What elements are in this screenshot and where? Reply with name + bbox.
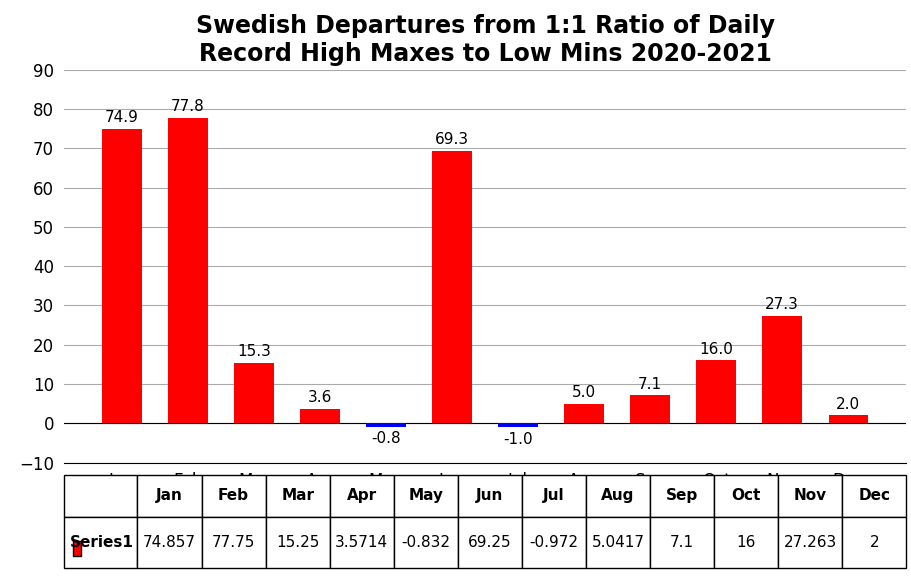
Bar xyxy=(458,475,522,517)
Bar xyxy=(366,423,406,427)
Text: 2: 2 xyxy=(870,535,879,550)
Text: 16.0: 16.0 xyxy=(700,342,733,357)
Bar xyxy=(778,517,843,568)
Bar xyxy=(102,129,142,423)
Text: Aug: Aug xyxy=(601,488,635,503)
Text: Mar: Mar xyxy=(281,488,314,503)
Bar xyxy=(138,475,201,517)
Bar xyxy=(458,517,522,568)
Bar xyxy=(330,517,394,568)
Bar xyxy=(266,475,330,517)
Text: 3.6: 3.6 xyxy=(308,390,333,405)
Bar xyxy=(564,404,604,423)
Bar xyxy=(169,118,208,423)
Text: 69.25: 69.25 xyxy=(468,535,512,550)
Bar xyxy=(650,517,714,568)
Text: Jan: Jan xyxy=(156,488,183,503)
Bar xyxy=(714,475,778,517)
Bar xyxy=(201,475,266,517)
Text: Apr: Apr xyxy=(347,488,377,503)
Text: 16: 16 xyxy=(737,535,756,550)
Bar xyxy=(394,517,458,568)
Bar xyxy=(522,517,586,568)
Text: 27.3: 27.3 xyxy=(765,298,799,312)
Bar xyxy=(778,475,843,517)
Text: 74.857: 74.857 xyxy=(143,535,196,550)
Bar xyxy=(234,364,274,423)
Text: Jul: Jul xyxy=(543,488,565,503)
Text: 77.8: 77.8 xyxy=(171,99,205,114)
Bar xyxy=(64,475,138,517)
Text: May: May xyxy=(408,488,444,503)
Text: -1.0: -1.0 xyxy=(503,432,533,447)
Text: 7.1: 7.1 xyxy=(670,535,694,550)
Bar xyxy=(498,423,537,427)
Bar xyxy=(394,475,458,517)
Bar xyxy=(433,151,472,423)
Text: -0.8: -0.8 xyxy=(372,432,401,447)
Text: Series1: Series1 xyxy=(70,535,134,550)
Text: Oct: Oct xyxy=(732,488,761,503)
Bar xyxy=(330,475,394,517)
Text: Nov: Nov xyxy=(793,488,827,503)
Text: 69.3: 69.3 xyxy=(435,132,469,147)
Text: Dec: Dec xyxy=(858,488,890,503)
Text: -0.832: -0.832 xyxy=(402,535,450,550)
Bar xyxy=(696,360,736,423)
Text: 74.9: 74.9 xyxy=(105,110,138,125)
Text: 5.0417: 5.0417 xyxy=(591,535,645,550)
Bar xyxy=(138,517,201,568)
Text: 7.1: 7.1 xyxy=(638,376,662,392)
Text: Jun: Jun xyxy=(476,488,504,503)
Text: 3.5714: 3.5714 xyxy=(335,535,388,550)
Text: -0.972: -0.972 xyxy=(529,535,578,550)
Bar xyxy=(828,415,868,423)
Bar xyxy=(73,541,81,556)
Bar xyxy=(301,409,340,423)
Bar xyxy=(650,475,714,517)
Bar xyxy=(266,517,330,568)
Bar xyxy=(586,475,650,517)
Text: 5.0: 5.0 xyxy=(572,385,596,400)
Text: 2.0: 2.0 xyxy=(836,397,860,412)
Bar xyxy=(843,517,906,568)
Bar xyxy=(586,517,650,568)
Text: Feb: Feb xyxy=(218,488,249,503)
Title: Swedish Departures from 1:1 Ratio of Daily
Record High Maxes to Low Mins 2020-20: Swedish Departures from 1:1 Ratio of Dai… xyxy=(196,14,774,66)
Bar xyxy=(201,517,266,568)
Bar xyxy=(630,396,670,423)
Bar xyxy=(64,517,138,568)
Text: 15.3: 15.3 xyxy=(237,345,271,360)
Bar xyxy=(763,316,802,423)
Bar xyxy=(714,517,778,568)
Text: 15.25: 15.25 xyxy=(276,535,320,550)
Bar xyxy=(522,475,586,517)
Bar xyxy=(843,475,906,517)
Text: Sep: Sep xyxy=(666,488,699,503)
Text: 27.263: 27.263 xyxy=(783,535,837,550)
Text: 77.75: 77.75 xyxy=(212,535,255,550)
